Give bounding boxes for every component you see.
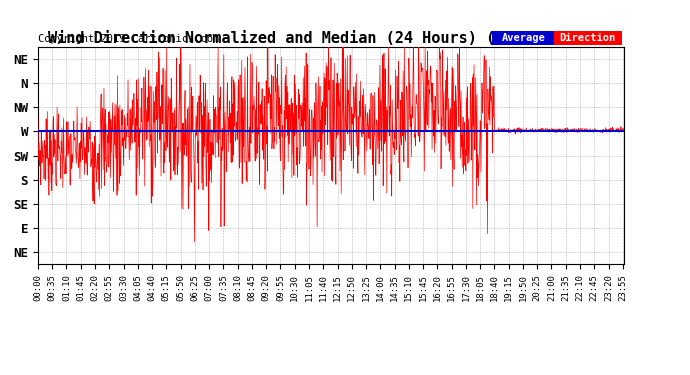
Text: Direction: Direction (560, 33, 616, 43)
Text: Average: Average (502, 33, 545, 43)
FancyBboxPatch shape (493, 31, 554, 45)
FancyBboxPatch shape (554, 31, 622, 45)
Text: Copyright 2019 Cartronics.com: Copyright 2019 Cartronics.com (38, 34, 219, 44)
Title: Wind Direction Normalized and Median (24 Hours) (New) 20190828: Wind Direction Normalized and Median (24… (48, 31, 614, 46)
